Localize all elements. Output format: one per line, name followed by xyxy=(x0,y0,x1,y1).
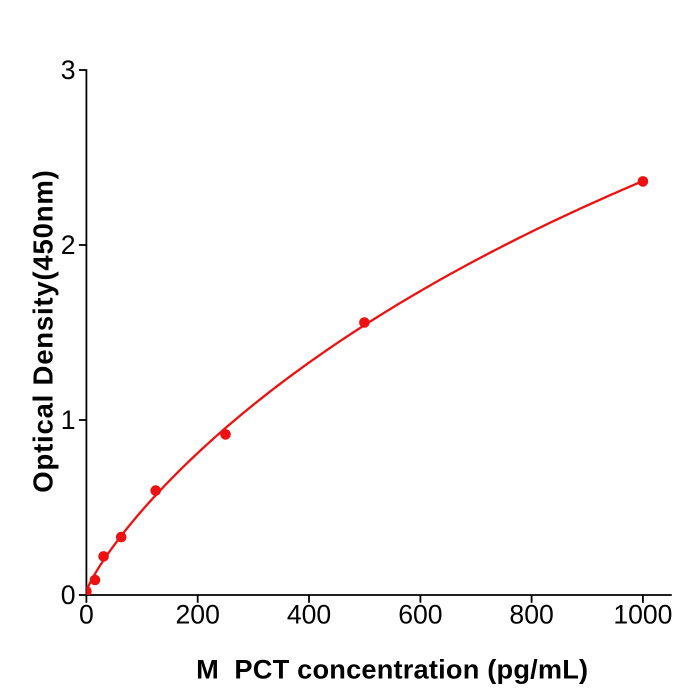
svg-text:800: 800 xyxy=(509,600,553,630)
svg-text:0: 0 xyxy=(61,580,76,610)
svg-text:M PCT concentration (pg/mL): M PCT concentration (pg/mL) xyxy=(196,653,588,684)
svg-text:1000: 1000 xyxy=(613,600,672,630)
svg-text:3: 3 xyxy=(61,55,76,85)
svg-text:1: 1 xyxy=(61,405,76,435)
svg-text:2: 2 xyxy=(61,230,76,260)
svg-text:0: 0 xyxy=(79,600,94,630)
svg-text:200: 200 xyxy=(176,600,220,630)
svg-text:Optical Density(450nm): Optical Density(450nm) xyxy=(28,169,59,492)
svg-text:400: 400 xyxy=(287,600,331,630)
svg-text:600: 600 xyxy=(398,600,442,630)
